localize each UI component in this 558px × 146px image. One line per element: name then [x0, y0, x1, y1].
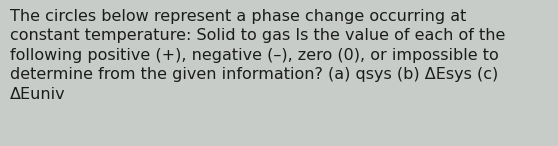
- Text: The circles below represent a phase change occurring at
constant temperature: So: The circles below represent a phase chan…: [10, 9, 506, 102]
